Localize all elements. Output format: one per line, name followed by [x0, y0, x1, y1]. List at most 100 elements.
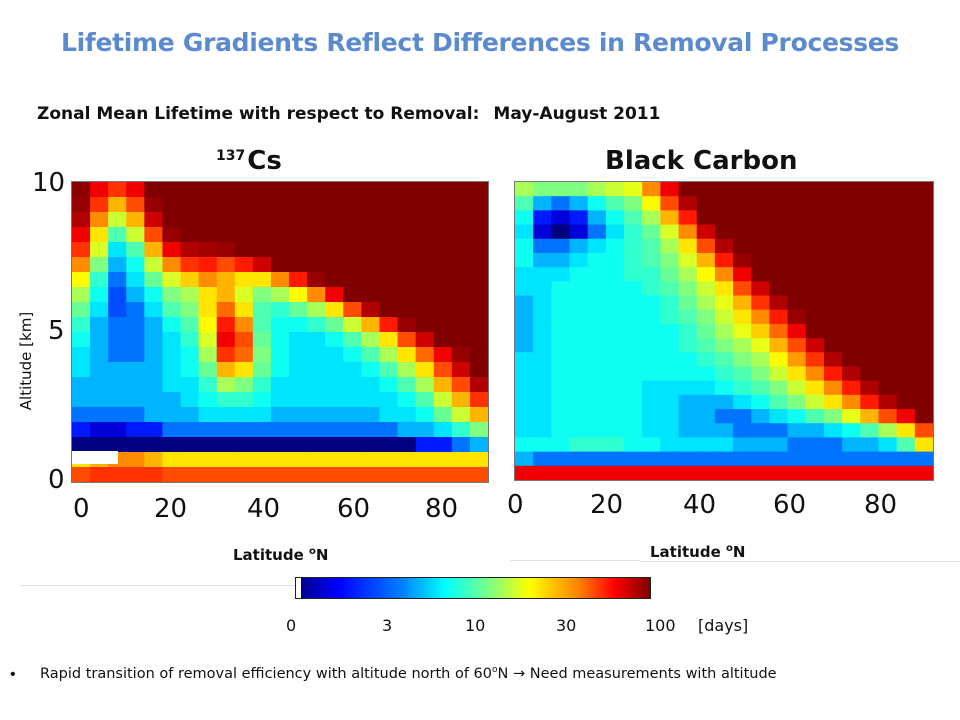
heatmap-bc-cell: [769, 309, 789, 325]
heatmap-bc-cell: [533, 281, 552, 297]
heatmap-bc-cell: [914, 451, 933, 467]
heatmap-bc-cell: [533, 352, 552, 368]
heatmap-cs-cell: [361, 422, 381, 438]
heatmap-cs-cell: [180, 212, 200, 228]
heatmap-cs-cell: [252, 377, 272, 393]
heatmap-bc-cell: [660, 210, 680, 226]
heatmap-bc-cell: [878, 309, 898, 325]
heatmap-bc-cell: [569, 380, 589, 396]
heatmap-cs-cell: [234, 377, 254, 393]
heatmap-bc-cell: [860, 394, 880, 410]
heatmap-bc-cell: [660, 366, 680, 382]
heatmap-bc-cell: [860, 267, 880, 282]
heatmap-cs-cell: [234, 287, 254, 303]
heatmap-bc-cell: [860, 423, 880, 439]
heatmap-bc-cell: [642, 309, 661, 325]
heatmap-bc-cell: [823, 366, 843, 382]
heatmap-cs-cell: [469, 362, 488, 378]
heatmap-bc-cell: [696, 366, 716, 382]
heatmap-cs-cell: [361, 182, 381, 198]
heatmap-cs-cell: [307, 347, 326, 363]
heatmap-cs-cell: [469, 182, 488, 198]
heatmap-bc-cell: [533, 465, 552, 480]
heatmap-cs-cell: [415, 227, 435, 243]
heatmap-cs-cell: [126, 227, 145, 243]
heatmap-cs-cell: [216, 332, 236, 348]
heatmap-bc-cell: [624, 451, 643, 467]
heatmap-bc-cell: [896, 281, 916, 297]
heatmap-cs-cell: [216, 302, 236, 318]
heatmap-cs-cell: [289, 227, 308, 243]
heatmap-cs-cell: [325, 422, 344, 438]
heatmap-bc-cell: [714, 238, 734, 254]
heatmap-bc-cell: [769, 224, 789, 240]
heatmap-cs-cell: [469, 317, 488, 333]
heatmap-cs-cell: [180, 437, 200, 453]
heatmap-bc-cell: [914, 323, 933, 339]
heatmap-cs-cell: [90, 212, 109, 228]
heatmap-cs-cell: [198, 332, 218, 348]
heatmap-bc-cell: [914, 224, 933, 240]
heatmap-bc-cell: [860, 409, 880, 424]
heatmap-bc-cell: [896, 295, 916, 311]
heatmap-bc-cell: [896, 323, 916, 339]
heatmap-cs-cell: [252, 317, 272, 333]
x-axis-label-cs: Latitude oN: [233, 546, 328, 564]
heatmap-cs-cell: [415, 422, 435, 438]
heatmap-cs-cell: [270, 407, 290, 423]
heatmap-bc-cell: [678, 451, 698, 467]
heatmap-cs-cell: [180, 257, 200, 273]
heatmap-cs-cell: [397, 227, 417, 243]
heatmap-bc-cell: [696, 267, 716, 282]
heatmap-bc-cell: [569, 210, 589, 226]
heatmap-cs-cell: [397, 377, 417, 393]
heatmap-bc-cell: [769, 252, 789, 268]
heatmap-cs-cell: [216, 452, 236, 468]
heatmap-bc-cell: [914, 465, 933, 480]
heatmap-bc-cell: [551, 281, 571, 297]
heatmap-bc-cell: [751, 409, 771, 424]
heatmap-cs-cell: [90, 257, 109, 273]
heatmap-bc-cell: [878, 210, 898, 226]
heatmap-bc-cell: [605, 338, 625, 353]
heatmap-bc-cell: [515, 224, 534, 240]
heatmap-bc-cell: [751, 281, 771, 297]
heatmap-bc-cell: [660, 295, 680, 311]
heatmap-bc-cell: [569, 238, 589, 254]
heatmap-bc-cell: [878, 366, 898, 382]
heatmap-cs-cell: [162, 362, 182, 378]
heatmap-cs-cell: [379, 257, 399, 273]
x-axis-label-bc-unit: N: [732, 543, 746, 561]
heatmap-bc-cell: [878, 224, 898, 240]
heatmap-cs-cell: [469, 347, 488, 363]
heatmap-bc-cell: [569, 196, 589, 211]
heatmap-bc-cell: [805, 465, 825, 480]
heatmap-bc-cell: [515, 196, 534, 211]
heatmap-cs-cell: [379, 467, 399, 482]
heatmap-bc-cell: [587, 281, 607, 297]
heatmap-bc-cell: [569, 423, 589, 439]
heatmap-bc-cell: [515, 309, 534, 325]
heatmap-bc-cell: [751, 437, 771, 453]
heatmap-cs-cell: [270, 332, 290, 348]
heatmap-cs-cell: [270, 272, 290, 288]
heatmap-bc-cell: [805, 423, 825, 439]
heatmap-bc-cell: [587, 352, 607, 368]
heatmap-cs-cell: [379, 437, 399, 453]
heatmap-bc-cell: [678, 323, 698, 339]
heatmap-cs-cell: [469, 227, 488, 243]
heatmap-cs-cell: [379, 332, 399, 348]
heatmap-cs-cell: [216, 242, 236, 258]
heatmap-bc-cell: [696, 352, 716, 368]
heatmap-bc-cell: [696, 465, 716, 480]
heatmap-cs-cell: [433, 197, 453, 213]
separator-right: [640, 561, 960, 562]
heatmap-bc-cell: [624, 409, 643, 424]
heatmap-bc-cell: [605, 323, 625, 339]
heatmap-cs-cell: [108, 227, 127, 243]
panel-title-bc: Black Carbon: [605, 146, 798, 176]
heatmap-bc-cell: [733, 451, 752, 467]
heatmap-cs-cell: [451, 332, 471, 348]
heatmap-cs-cell: [397, 197, 417, 213]
heatmap-bc-cell: [605, 366, 625, 382]
